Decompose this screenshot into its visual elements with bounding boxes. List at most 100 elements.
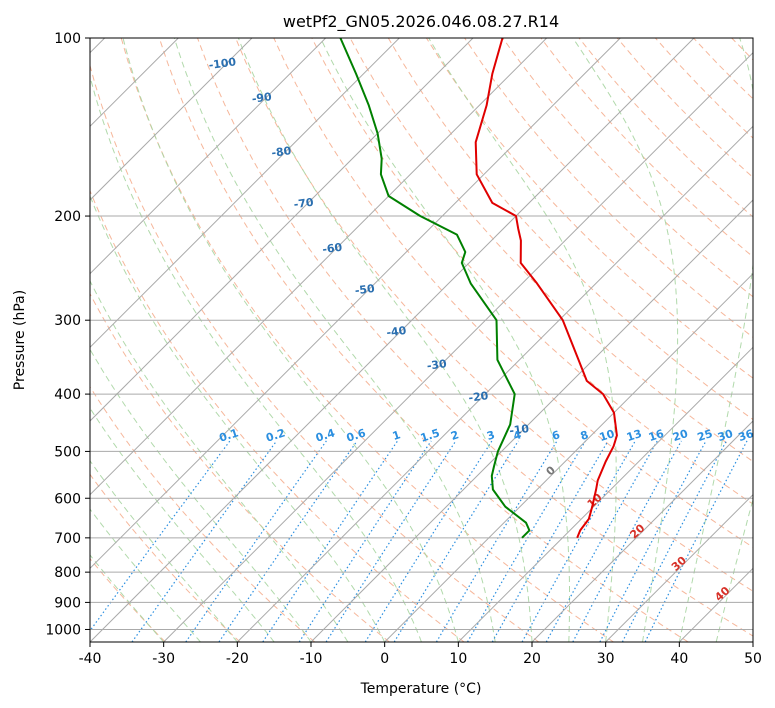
y-tick-label: 300 [54, 313, 81, 329]
isotherm-label: -30 [426, 357, 448, 373]
mixing-ratio-line [325, 440, 457, 642]
moist-adiabat [122, 38, 459, 642]
isotherm-label: -10 [508, 422, 530, 438]
mixing-ratio-line [491, 440, 609, 642]
isotherm-line [90, 38, 400, 349]
y-tick-label: 600 [54, 491, 81, 507]
moist-adiabat [572, 38, 679, 642]
mixing-ratio-line [644, 440, 748, 642]
mixing-ratio-line [435, 440, 558, 642]
moist-adiabat [678, 38, 753, 642]
mixing-ratio-line [298, 440, 432, 642]
dry-adiabat [90, 385, 316, 642]
isotherm-line [163, 51, 753, 642]
mixing-ratio-label: 4 [512, 428, 524, 443]
plot-frame [89, 37, 754, 643]
x-tick-label: 40 [670, 651, 688, 667]
x-tick-label: 20 [523, 651, 541, 667]
x-tick-label: 10 [449, 651, 467, 667]
moist-adiabat [237, 38, 533, 642]
mixing-ratio-label: 10 [598, 427, 617, 444]
dry-adiabat [502, 38, 753, 298]
isotherm-line [90, 38, 621, 570]
isotherm-line [90, 38, 474, 422]
mixing-ratio-line [521, 440, 636, 642]
mixing-ratio-label: 25 [696, 427, 715, 444]
background-lines [90, 38, 753, 642]
isotherm-line [90, 38, 695, 642]
x-tick-label: 50 [744, 651, 762, 667]
isotherm-label: -50 [354, 282, 376, 298]
isotherm-line [90, 38, 327, 275]
dry-adiabat [349, 38, 753, 463]
y-tick-label: 400 [54, 387, 81, 403]
mixing-ratio-line [262, 440, 399, 642]
mixing-ratio-line [90, 440, 231, 632]
mixing-ratio-label: 20 [671, 427, 690, 444]
isotherm-label: -60 [322, 241, 344, 257]
moist-adiabat [90, 459, 238, 642]
mixing-ratio-label: 0.2 [264, 426, 287, 444]
x-tick-label: -30 [152, 651, 175, 667]
profile-lines [339, 38, 618, 539]
isotherm-label: -80 [271, 144, 293, 160]
dry-adiabat [90, 189, 465, 642]
x-axis: -40 -30 -20 -10 0 10 20 30 40 50 [79, 642, 762, 667]
moist-adiabat [173, 38, 496, 642]
x-tick-label: -20 [226, 651, 249, 667]
mixing-ratio-label: 3 [485, 428, 496, 443]
y-tick-label: 500 [54, 444, 81, 460]
dry-adiabat [120, 38, 614, 642]
chart-title: wetPf2_GN05.2026.046.08.27.R14 [283, 12, 559, 32]
dry-adiabat [464, 38, 753, 338]
isotherm-line [457, 346, 753, 642]
mixing-ratio-line [545, 440, 658, 642]
mixing-ratio-label: 36 [737, 427, 756, 444]
dry-adiabat [311, 38, 753, 505]
y-tick-label: 1000 [45, 622, 81, 638]
mixing-ratio-label: 13 [625, 427, 644, 444]
y-tick-label: 100 [54, 31, 81, 47]
dry-adiabat [158, 38, 689, 642]
x-tick-label: 30 [597, 651, 615, 667]
mixing-ratio-line [185, 440, 327, 642]
moist-adiabat [715, 497, 753, 642]
moist-adiabat [90, 508, 201, 642]
mixing-ratio-label: 30 [716, 427, 735, 444]
isotherm-line [236, 125, 753, 642]
temperature-line [474, 38, 618, 539]
dry-adiabat [425, 38, 753, 379]
mixing-ratio-label: 1 [391, 428, 402, 443]
x-tick-label: 0 [380, 651, 389, 667]
moist-adiabat [90, 194, 386, 642]
x-tick-label: -10 [300, 651, 323, 667]
mixing-ratio-label: 1.5 [419, 426, 442, 444]
mixing-ratio-line [364, 440, 493, 642]
y-tick-label: 200 [54, 209, 81, 225]
isotherm-line [605, 493, 753, 642]
mixing-ratio-label: 0.6 [345, 426, 368, 444]
dry-adiabat [387, 38, 753, 421]
moist-adiabat [428, 38, 617, 642]
line-labels: -100 -90 -80 -70 -60 -50 -40 -30 -20 -10 0.1 0.2 0.4… [208, 55, 756, 604]
mixing-ratio-label: 0.4 [314, 426, 337, 444]
mixing-ratio-label: 16 [647, 427, 666, 444]
dry-adiabat [235, 38, 753, 592]
y-tick-label: 900 [54, 595, 81, 611]
mixing-ratio-label: 8 [579, 428, 590, 443]
moist-adiabat [90, 279, 349, 642]
dry-adiabat [90, 473, 241, 642]
y-tick-label: 700 [54, 531, 81, 547]
isotherm-line [90, 38, 548, 496]
mixing-ratio-label: 0.1 [218, 426, 241, 444]
isotherm-label: -40 [386, 324, 408, 340]
isotherm-label: -70 [293, 196, 315, 212]
dry-adiabat [273, 38, 753, 548]
moist-adiabat [320, 38, 571, 642]
y-axis-label: Pressure (hPa) [12, 290, 28, 390]
isotherm-line [90, 38, 253, 201]
isotherm-line [384, 272, 753, 642]
isotherm-label: -100 [208, 55, 237, 72]
